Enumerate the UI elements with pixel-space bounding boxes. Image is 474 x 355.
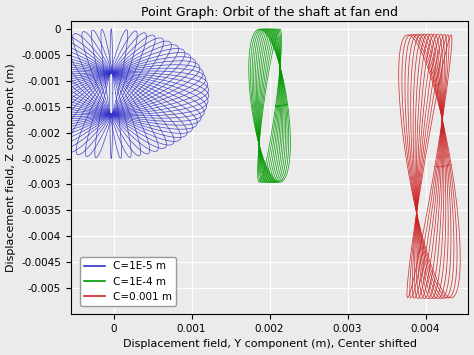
Title: Point Graph: Orbit of the shaft at fan end: Point Graph: Orbit of the shaft at fan e… xyxy=(141,6,398,18)
Y-axis label: Displacement field, Z component (m): Displacement field, Z component (m) xyxy=(6,63,16,272)
Legend: C=1E-5 m, C=1E-4 m, C=0.001 m: C=1E-5 m, C=1E-4 m, C=0.001 m xyxy=(80,257,176,306)
X-axis label: Displacement field, Y component (m), Center shifted: Displacement field, Y component (m), Cen… xyxy=(123,339,417,349)
